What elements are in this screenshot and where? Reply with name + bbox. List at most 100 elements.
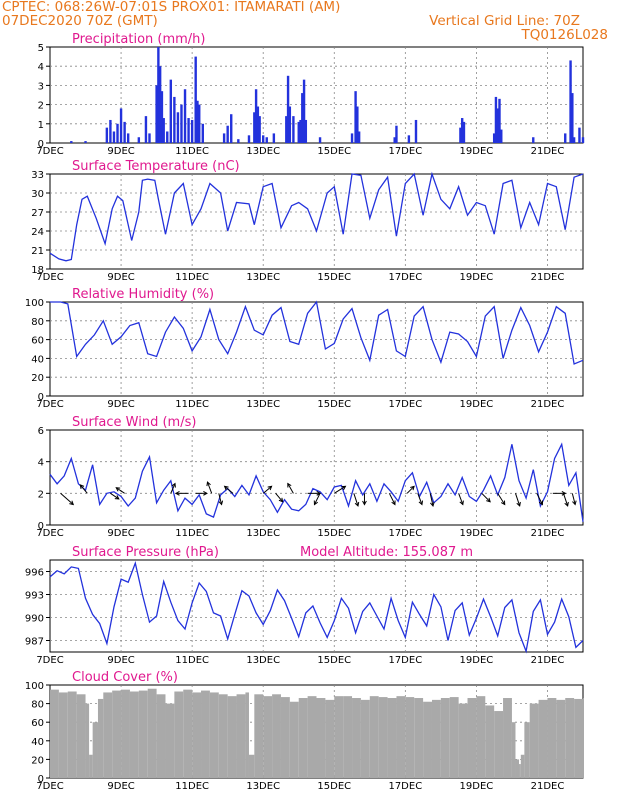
precipitation-bar: [247, 135, 251, 143]
cloud-cover-bar: [352, 698, 361, 778]
pressure-ytick-label: 996: [25, 568, 44, 579]
cloud-cover-bar: [485, 705, 495, 778]
pressure-ytick-label: 990: [25, 614, 44, 625]
cloud-cover-bar: [192, 692, 202, 778]
wind-ytick-label: 6: [38, 426, 44, 437]
pressure-title: Surface Pressure (hPa): [72, 545, 219, 560]
wind-vector: [458, 493, 464, 506]
precipitation-bar: [198, 104, 201, 143]
humidity-xtick-label: 11DEC: [175, 399, 209, 410]
precipitation-bar: [297, 121, 300, 143]
wind-vector: [195, 490, 208, 496]
precipitation-ytick-label: 2: [38, 101, 44, 112]
precipitation-bar: [286, 75, 290, 143]
wind-vector: [287, 482, 294, 494]
pressure-xtick-label: 7DEC: [36, 655, 63, 666]
pressure-ytick-label: 993: [25, 591, 44, 602]
wind-frame: [49, 429, 584, 526]
precipitation-bar: [288, 106, 292, 143]
temperature-ytick-label: 21: [31, 246, 44, 257]
wind-vector: [60, 492, 75, 506]
wind-ytick-label: 4: [38, 458, 44, 469]
temperature-ytick-label: 33: [31, 170, 44, 181]
cloud-cover-bar: [467, 698, 477, 778]
precipitation-bar: [183, 89, 187, 143]
cloud-cover-bar: [201, 690, 210, 778]
temperature-ytick-label: 27: [31, 208, 44, 219]
precipitation-bar: [393, 137, 396, 143]
pressure-panel: 7DEC 9DEC 11DEC 13DEC 15DEC 17DEC 19DEC 21DEC 98…: [25, 545, 584, 666]
cloud-cover-bar: [254, 694, 264, 778]
precipitation-panel: 7DEC 9DEC 11DEC 13DEC 15DEC 17DEC 19DEC 21DEC 0 1…: [36, 32, 585, 157]
precipitation-xtick-label: 11DEC: [175, 146, 209, 157]
wind-vector: [388, 493, 396, 506]
precipitation-bar: [123, 121, 126, 143]
cloud-cover-xtick-label: 17DEC: [388, 781, 422, 792]
pressure-xtick-label: 19DEC: [460, 655, 494, 666]
humidity-xtick-label: 19DEC: [460, 399, 494, 410]
cloud-cover-bar: [165, 703, 175, 778]
wind-vector: [536, 493, 544, 506]
cloud-cover-ytick-label: 0: [38, 774, 44, 785]
precipitation-bar: [226, 125, 229, 143]
cloud-cover-bar: [289, 701, 299, 778]
precipitation-bar: [572, 137, 576, 143]
temperature-xtick-label: 11DEC: [175, 272, 209, 283]
cloud-cover-ytick-label: 20: [31, 755, 44, 766]
cloud-cover-ytick-label: 60: [31, 718, 44, 729]
wind-vector: [307, 490, 322, 496]
temperature-xtick-label: 21DEC: [531, 272, 565, 283]
temperature-xtick-label: 19DEC: [460, 272, 494, 283]
humidity-ytick-label: 100: [25, 298, 44, 309]
precipitation-bar: [173, 96, 176, 143]
wind-vector: [406, 485, 415, 494]
humidity-xtick-label: 17DEC: [388, 399, 422, 410]
cloud-cover-bar: [449, 697, 459, 778]
pressure-xtick-label: 17DEC: [388, 655, 422, 666]
precipitation-bar: [105, 127, 109, 143]
pressure-xtick-label: 13DEC: [246, 655, 280, 666]
precipitation-xtick-label: 7DEC: [36, 146, 63, 157]
wind-series-line: [49, 442, 584, 522]
humidity-xtick-label: 15DEC: [317, 399, 351, 410]
precipitation-bar: [162, 118, 165, 143]
temperature-ytick-label: 30: [31, 189, 44, 200]
precipitation-frame: [49, 46, 584, 144]
precipitation-bar: [258, 116, 261, 143]
cloud-cover-ytick-label: 100: [25, 681, 44, 692]
temperature-series-line: [49, 171, 584, 262]
precipitation-bar: [459, 127, 462, 143]
cloud-cover-bar: [263, 696, 273, 778]
precipitation-bar: [395, 125, 398, 143]
wind-ytick-label: 0: [38, 521, 44, 532]
precipitation-bar: [155, 85, 158, 143]
precipitation-bar: [581, 137, 585, 143]
precipitation-ytick-label: 4: [38, 62, 44, 73]
precipitation-title: Precipitation (mm/h): [72, 32, 205, 47]
cloud-cover-xtick-label: 13DEC: [246, 781, 280, 792]
humidity-panel: 7DEC 9DEC 11DEC 13DEC 15DEC 17DEC 19DEC 21DEC 0 2…: [25, 287, 584, 410]
temperature-ytick-label: 18: [31, 265, 44, 276]
precipitation-bar: [494, 96, 498, 143]
pressure-annotation: Model Altitude: 155.087 m: [300, 545, 473, 560]
cloud-cover-bar: [85, 703, 90, 778]
panels-container: 7DEC 9DEC 11DEC 13DEC 15DEC 17DEC 19DEC 21DEC01…: [25, 32, 585, 792]
precipitation-bar: [176, 112, 180, 143]
temperature-panel: 7DEC 9DEC 11DEC 13DEC 15DEC 17DEC 19DEC 21DEC 18…: [31, 159, 584, 283]
precipitation-bar: [299, 119, 302, 143]
cloud-cover-title: Cloud Cover (%): [72, 670, 178, 685]
wind-ytick-label: 2: [38, 489, 44, 500]
precipitation-bar: [70, 141, 73, 143]
temperature-xtick-label: 15DEC: [317, 272, 351, 283]
temperature-xtick-label: 7DEC: [36, 272, 63, 283]
cloud-cover-bar: [67, 691, 77, 778]
cloud-cover-bar: [121, 689, 130, 778]
precipitation-ytick-label: 0: [38, 139, 44, 150]
humidity-ytick-label: 40: [31, 354, 44, 365]
cloud-cover-bar: [248, 754, 255, 778]
precipitation-ytick-label: 3: [38, 81, 44, 92]
wind-vector: [262, 485, 273, 494]
pressure-xtick-label: 11DEC: [175, 655, 209, 666]
temperature-xtick-label: 17DEC: [388, 272, 422, 283]
wind-xtick-label: 21DEC: [531, 528, 565, 539]
